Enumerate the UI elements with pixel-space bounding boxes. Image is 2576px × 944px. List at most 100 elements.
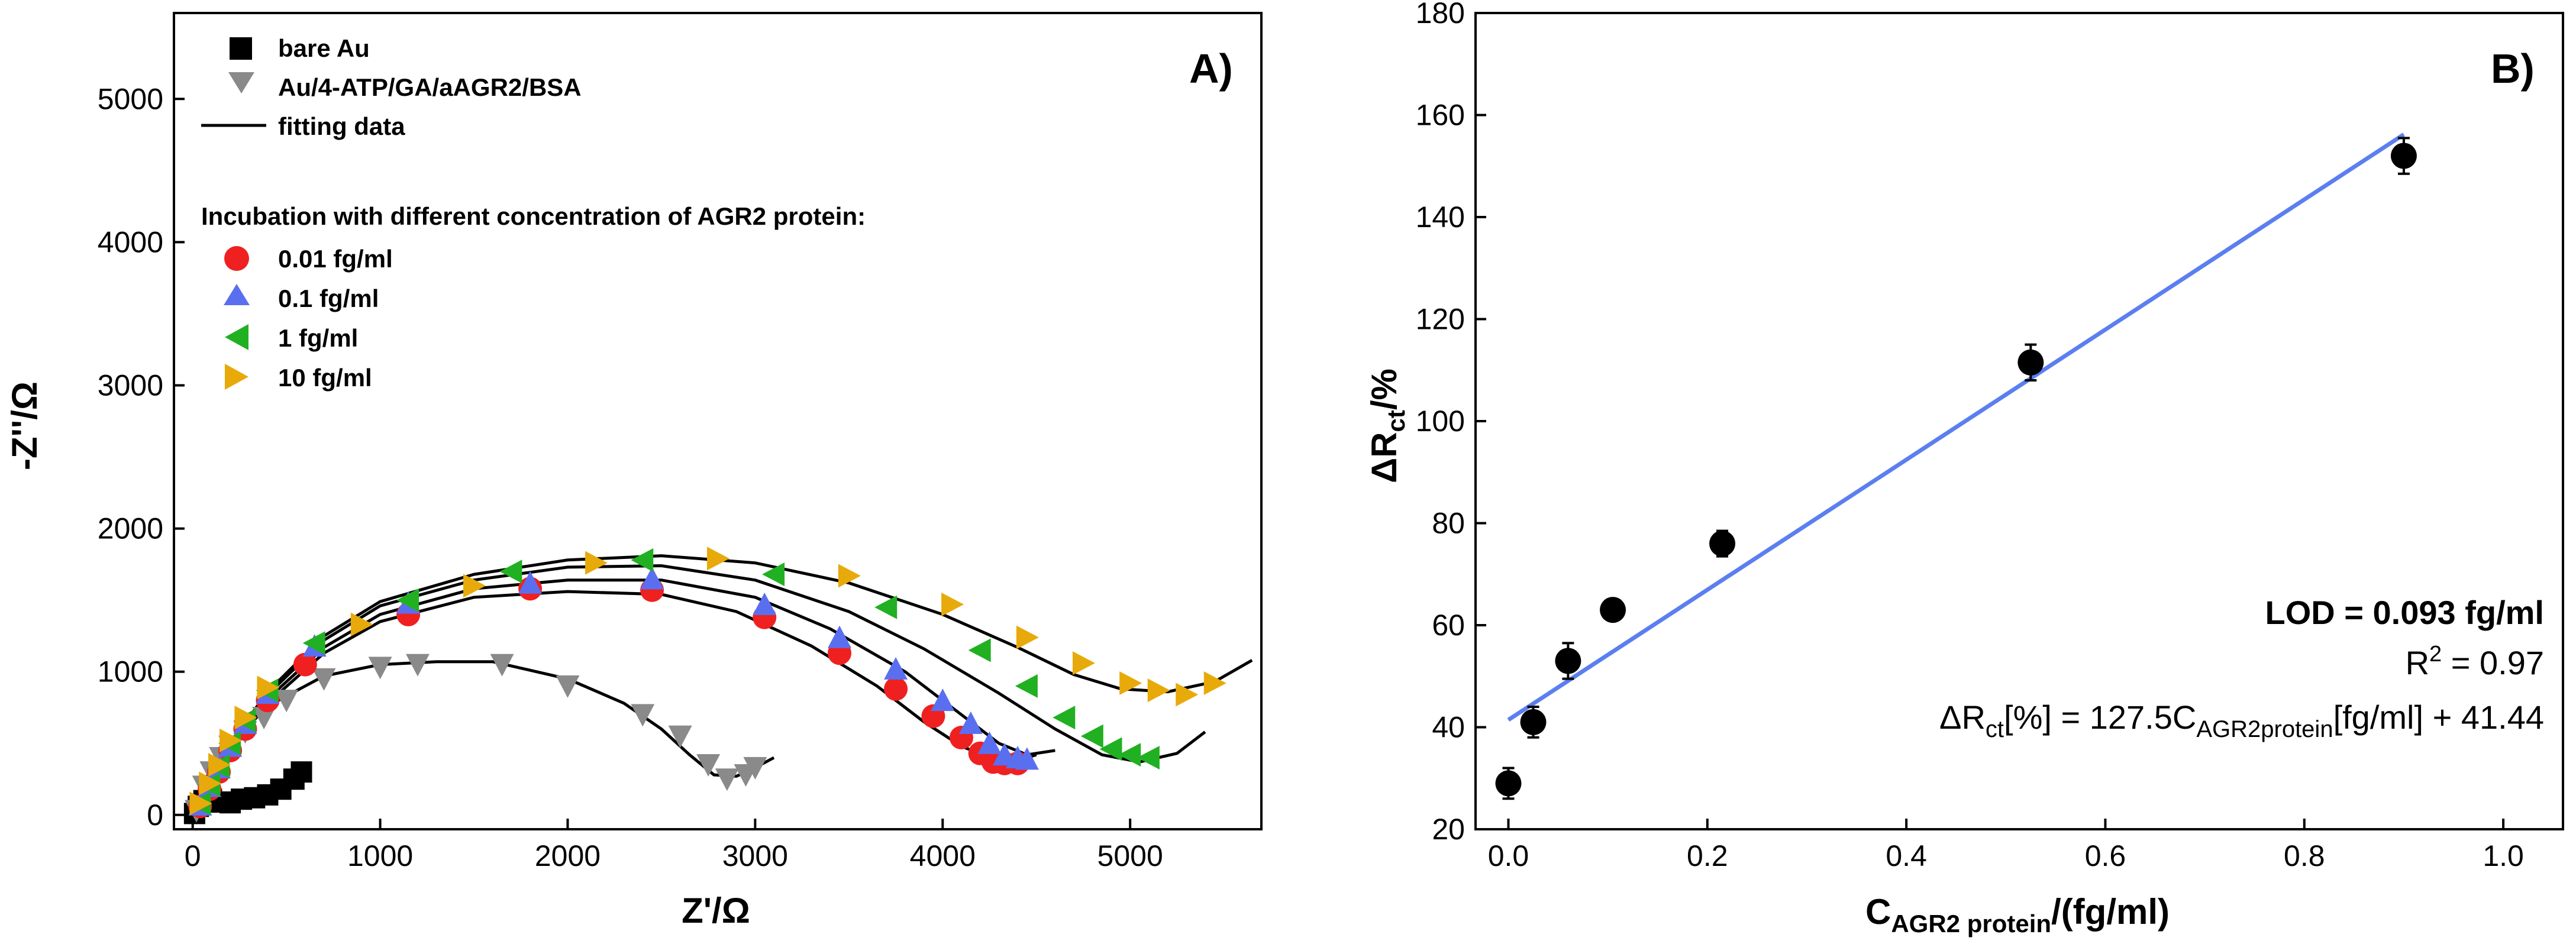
legend-label-bare-au: bare Au: [278, 34, 370, 62]
marker-triangle-left: [631, 548, 654, 572]
marker-triangle-left: [968, 638, 991, 662]
legend-label-1: 1 fg/ml: [278, 324, 358, 352]
y-tick-label-a: 5000: [98, 82, 163, 115]
x-axis-title-a: Z'/Ω: [682, 891, 750, 930]
y-tick-label-b: 100: [1416, 405, 1465, 438]
eq-part-d: AGR2protein: [2196, 716, 2333, 742]
panel-label-a: A): [1189, 46, 1233, 92]
x-axis-title-b-suffix: /(fg/ml): [2051, 892, 2170, 932]
legend-item-fit: fitting data: [201, 112, 405, 140]
marker-triangle-left: [874, 595, 898, 619]
marker-triangle-right: [1147, 678, 1170, 703]
marker-triangle-down: [556, 675, 580, 698]
legend-item-10: 10 fg/ml: [225, 364, 372, 392]
y-tick-label-a: 1000: [98, 655, 163, 688]
eq-part-e: [fg/ml] + 41.44: [2333, 699, 2544, 736]
marker-triangle-down: [631, 704, 655, 727]
y-tick-label-b: 60: [1432, 609, 1465, 642]
y-tick-label-b: 160: [1416, 99, 1465, 132]
x-axis-title-b-main: C: [1865, 892, 1891, 932]
legend-marker-circle: [224, 246, 249, 271]
legend-item-modified-au: Au/4-ATP/GA/aAGR2/BSA: [228, 72, 582, 101]
fit-line: [191, 590, 1037, 816]
legend-label-01: 0.1 fg/ml: [278, 285, 379, 312]
marker-triangle-down: [490, 654, 514, 677]
marker-triangle-up: [1015, 747, 1039, 770]
data-point: [2390, 143, 2417, 169]
marker-triangle-up: [640, 567, 664, 590]
y-axis-title-a: -Z''/Ω: [5, 382, 44, 470]
legend-a: bare Au Au/4-ATP/GA/aAGR2/BSA fitting da…: [201, 34, 866, 392]
marker-triangle-right: [1016, 625, 1039, 649]
y-tick-label-b: 140: [1416, 201, 1465, 234]
marker-triangle-left: [1080, 724, 1103, 748]
marker-triangle-down: [405, 654, 430, 677]
marker-triangle-down: [696, 754, 721, 777]
x-tick-label-a: 1000: [347, 839, 413, 872]
marker-triangle-right: [199, 771, 222, 796]
eq-part-b: ct: [1986, 716, 2004, 742]
marker-triangle-right: [1176, 683, 1199, 707]
marker-triangle-right: [1119, 671, 1142, 696]
marker-triangle-left: [762, 562, 785, 587]
marker-triangle-left: [302, 631, 325, 655]
marker-circle: [293, 652, 317, 677]
marker-circle: [884, 677, 908, 701]
y-axis-title-b-suffix: /%: [1364, 368, 1404, 410]
x-tick-label-b: 0.0: [1488, 839, 1529, 872]
legend-marker-square: [230, 37, 252, 60]
y-tick-label-b: 20: [1432, 813, 1465, 846]
marker-triangle-left: [1015, 674, 1038, 698]
marker-triangle-left: [1099, 737, 1122, 761]
plot-frame-a: [173, 12, 1263, 830]
y-tick-label-b: 40: [1432, 711, 1465, 744]
legend-item-1: 1 fg/ml: [225, 324, 358, 352]
marker-triangle-left: [499, 560, 522, 584]
marker-triangle-left: [1053, 706, 1076, 730]
r2-annotation: R2 = 0.97: [2406, 642, 2544, 681]
marker-triangle-up: [958, 711, 983, 734]
eq-part-c: [%] = 127.5C: [2004, 699, 2196, 736]
marker-triangle-down: [368, 657, 392, 680]
marker-triangle-down: [743, 757, 767, 780]
data-markers-b: [1495, 137, 2417, 800]
y-tick-label-a: 0: [147, 798, 163, 832]
legend-item-01: 0.1 fg/ml: [224, 284, 379, 312]
marker-triangle-down: [715, 768, 739, 791]
data-point: [2017, 349, 2044, 376]
data-point: [1555, 648, 1581, 674]
marker-triangle-left: [1118, 743, 1141, 767]
x-axis-title-b-sub: AGR2 protein: [1891, 910, 2051, 937]
x-tick-label-b: 0.6: [2085, 839, 2126, 872]
marker-triangle-right: [208, 753, 231, 777]
marker-triangle-right: [219, 728, 243, 752]
y-tick-label-b: 80: [1432, 507, 1465, 540]
data-point: [1495, 770, 1522, 797]
fit-line: [191, 578, 1055, 816]
marker-triangle-right: [838, 564, 861, 588]
eq-part-a: ΔR: [1939, 699, 1986, 736]
x-tick-label-b: 0.8: [2284, 839, 2325, 872]
x-tick-label-b: 1.0: [2483, 839, 2524, 872]
lod-annotation: LOD = 0.093 fg/ml: [2265, 594, 2545, 631]
marker-triangle-up: [518, 571, 543, 594]
chart-panel-b: 0.0 0.2 0.4 0.6 0.8 1.0 20 40 60 80 100 120 140 160 18…: [1364, 0, 2564, 937]
x-tick-label-a: 3000: [722, 839, 788, 872]
legend-item-001: 0.01 fg/ml: [224, 245, 393, 273]
r2-sup: 2: [2429, 642, 2442, 667]
y-tick-label-a: 4000: [98, 225, 163, 258]
marker-triangle-up: [931, 688, 955, 712]
marker-triangle-down: [668, 725, 692, 748]
marker-triangle-up: [977, 731, 1002, 754]
marker-triangle-left: [1137, 745, 1160, 770]
marker-square: [290, 761, 312, 783]
y-axis-title-b: ΔRct/%: [1364, 368, 1410, 483]
y-tick-label-b: 120: [1416, 303, 1465, 336]
panel-label-b: B): [2491, 46, 2535, 92]
y-tick-label-a: 3000: [98, 368, 163, 402]
legend-marker-triangle-left: [225, 324, 248, 350]
marker-triangle-right: [257, 675, 280, 700]
x-tick-label-b: 0.4: [1886, 839, 1927, 872]
x-tick-label-a: 4000: [910, 839, 976, 872]
marker-triangle-up: [884, 657, 908, 680]
